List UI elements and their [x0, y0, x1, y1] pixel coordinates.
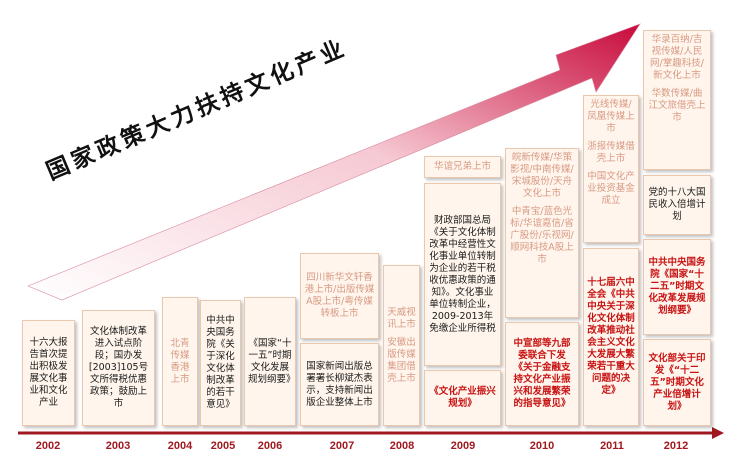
box-2011-top-text-1: 光线传媒/凤凰传媒上市	[587, 99, 635, 134]
box-2002: 十六大报告首次提出积极发展文化事业和文化产业	[22, 320, 75, 426]
year-label-2005: 2005	[210, 440, 236, 452]
box-2009-mid-text: 财政部国总局《关于文化体制改革中经营性文化事业单位转制为企业的若干税收优惠政策的…	[429, 214, 496, 334]
box-2008: 天威视讯上市 安徽出版传媒集团借壳上市	[383, 265, 420, 426]
box-2011-bottom: 十七届六中全会《中共中央关于深化文化体制改革推动社会主义文化大发展大繁荣若干重大…	[583, 248, 639, 426]
box-2004: 北青传媒香港上市	[162, 297, 198, 426]
banner-arrow	[27, 23, 641, 301]
box-2010-bottom-text: 中宣部等九部委联合下发《关于金融支持文化产业振兴和发展繁荣的指导意见》	[513, 338, 571, 409]
box-2009-top-text: 华谊兄弟上市	[433, 161, 491, 172]
box-2008-text-2: 安徽出版传媒集团借壳上市	[387, 336, 416, 384]
box-2012-m2: 中共中央国务院《国家“十二五”时期文化改革发展规划纲要》	[643, 239, 711, 335]
box-2010-bottom: 中宣部等九部委联合下发《关于金融支持文化产业振兴和发展繁荣的指导意见》	[505, 322, 579, 426]
box-2012-m2-text: 中共中央国务院《国家“十二五”时期文化改革发展规划纲要》	[648, 257, 706, 316]
box-2008-text-1: 天威视讯上市	[387, 306, 416, 330]
box-2004-text: 北青传媒香港上市	[170, 337, 190, 385]
box-2010-top-text-2: 中青宝/蓝色光标/华谊嘉信/省广股份/乐视网/顺网科技A股上市	[510, 206, 574, 265]
box-2003: 文化体制改革进入试点阶段；国办发[2003]105号文所得税优惠政策；鼓励上市	[82, 310, 155, 426]
year-label-2008: 2008	[389, 440, 415, 452]
box-2012-top-text-1: 华录百纳/吉视传媒/人民网/掌趣科技/新文化上市	[650, 34, 704, 81]
box-2009-bottom-text: 《文化产业振兴规划》	[429, 386, 496, 409]
box-2006-text: 《国家“十一五”时期文化发展规划纲要》	[248, 337, 296, 385]
box-2012-top: 华录百纳/吉视传媒/人民网/掌趣科技/新文化上市 华数传媒/曲江文旅借壳上市	[643, 30, 711, 170]
box-2011-bottom-text: 十七届六中全会《中共中央关于深化文化体制改革推动社会主义文化大发展大繁荣若干重大…	[587, 277, 635, 396]
box-2012-m3: 文化部关于印发《“十二五”时期文化产业倍增计划》	[643, 339, 711, 426]
box-2010-top-text-1: 皖新传媒/华策影视/中南传媒/宋城股份/天舟文化上市	[510, 152, 574, 199]
year-label-2010: 2010	[529, 440, 555, 452]
box-2009-top: 华谊兄弟上市	[424, 156, 501, 178]
box-2005-text: 中共中央国务院《关于深化文化体制改革的若干意见》	[206, 315, 235, 410]
box-2012-m1: 党的十八大国民收入倍增计划	[643, 175, 711, 235]
timeline-arrow	[18, 427, 724, 439]
box-2011-top: 光线传媒/凤凰传媒上市 浙报传媒借壳上市 中国文化产业投资基金成立	[583, 95, 639, 243]
year-label-2002: 2002	[35, 440, 61, 452]
year-label-2003: 2003	[105, 440, 131, 452]
year-label-2007: 2007	[329, 440, 355, 452]
box-2007-bottom: 国家新闻出版总署署长柳斌杰表示，支持新闻出版企业整体上市	[300, 343, 379, 426]
year-label-2006: 2006	[257, 440, 283, 452]
box-2007-bottom-text: 国家新闻出版总署署长柳斌杰表示，支持新闻出版企业整体上市	[306, 360, 373, 408]
year-label-2012: 2012	[663, 440, 689, 452]
box-2007-top-text: 四川新华文轩香港上市/出版传媒A股上市/粤传媒转板上市	[304, 272, 375, 319]
box-2006: 《国家“十一五”时期文化发展规划纲要》	[244, 297, 296, 426]
year-label-2009: 2009	[450, 440, 476, 452]
box-2011-top-text-3: 中国文化产业投资基金成立	[587, 171, 635, 206]
box-2003-text: 文化体制改革进入试点阶段；国办发[2003]105号文所得税优惠政策；鼓励上市	[88, 326, 149, 409]
box-2007-top: 四川新华文轩香港上市/出版传媒A股上市/粤传媒转板上市	[300, 253, 379, 339]
year-label-2004: 2004	[167, 440, 193, 452]
box-2012-m3-text: 文化部关于印发《“十二五”时期文化产业倍增计划》	[648, 352, 706, 412]
box-2012-top-text-2: 华数传媒/曲江文旅借壳上市	[648, 88, 706, 123]
box-2009-bottom: 《文化产业振兴规划》	[424, 370, 501, 426]
box-2012-m1-text: 党的十八大国民收入倍增计划	[648, 187, 706, 222]
box-2002-text: 十六大报告首次提出积极发展文化事业和文化产业	[29, 337, 68, 408]
box-2011-top-text-2: 浙报传媒借壳上市	[587, 141, 635, 164]
box-2009-mid: 财政部国总局《关于文化体制改革中经营性文化事业单位转制为企业的若干税收优惠政策的…	[424, 183, 501, 366]
year-label-2011: 2011	[600, 440, 624, 452]
box-2005: 中共中央国务院《关于深化文化体制改革的若干意见》	[200, 300, 241, 426]
box-2010-top: 皖新传媒/华策影视/中南传媒/宋城股份/天舟文化上市 中青宝/蓝色光标/华谊嘉信…	[505, 148, 579, 318]
